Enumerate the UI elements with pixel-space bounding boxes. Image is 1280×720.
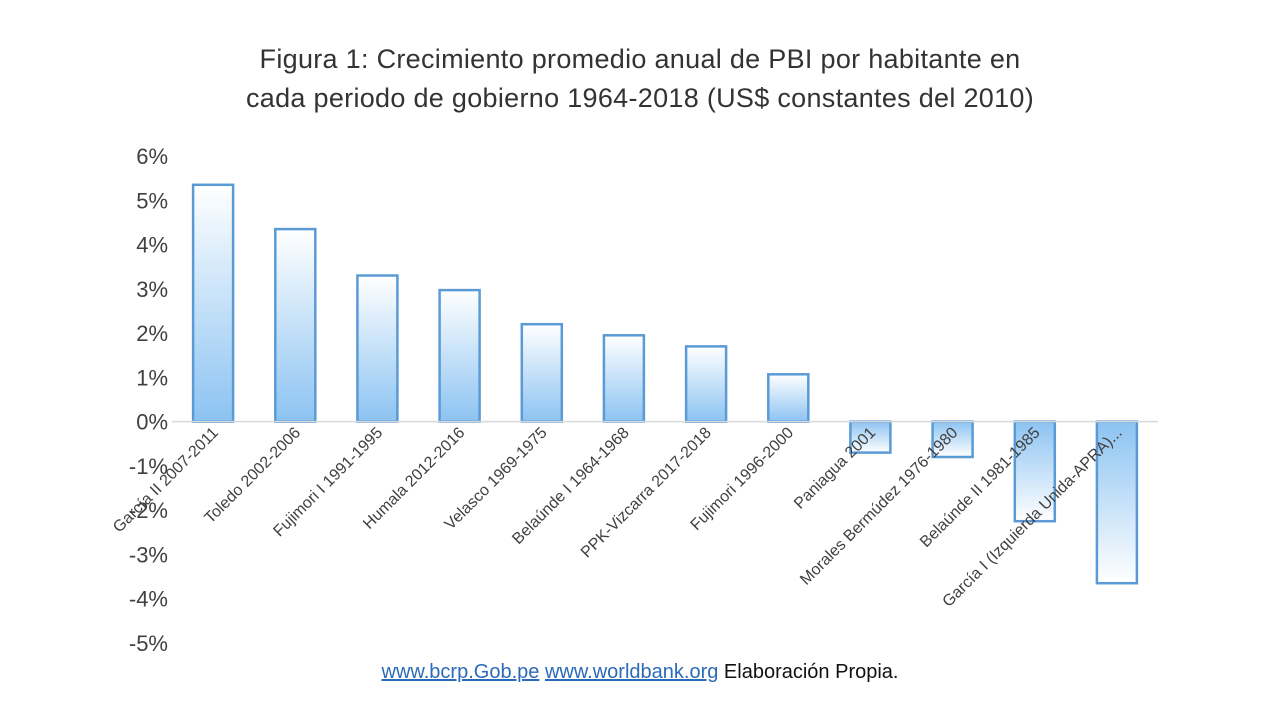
y-tick-label: -1% (129, 454, 168, 479)
chart-title-line-2: cada periodo de gobierno 1964-2018 (US$ … (245, 83, 1035, 113)
y-tick-label: -3% (129, 542, 168, 567)
x-category-label: Paniagua 2001 (791, 424, 879, 512)
y-tick-label: -5% (129, 631, 168, 656)
chart-title-line-1: Figura 1: Crecimiento promedio anual de … (259, 44, 1021, 74)
bar (684, 345, 728, 423)
y-tick-label: 6% (136, 144, 168, 169)
bar (520, 322, 564, 423)
y-tick-label: 3% (136, 277, 168, 302)
y-tick-label: 0% (136, 410, 168, 435)
bars (191, 183, 1139, 585)
source-line: www.bcrp.Gob.pe www.worldbank.org Elabor… (0, 661, 1280, 684)
y-tick-label: -4% (129, 587, 168, 612)
bar (191, 183, 235, 423)
bar (767, 373, 810, 423)
y-tick-label: 4% (136, 233, 168, 258)
y-tick-label: 1% (136, 365, 168, 390)
y-tick-label: 5% (136, 188, 168, 213)
bar (274, 227, 317, 423)
chart-title: Figura 1: Crecimiento promedio anual de … (140, 40, 1140, 118)
bcrp-link[interactable]: www.bcrp.Gob.pe (381, 661, 540, 683)
bar (356, 274, 399, 423)
bar (849, 420, 892, 454)
bar (438, 288, 481, 423)
source-note: Elaboración Propia. (723, 661, 899, 683)
y-axis-ticks: 6% 5% 4% 3% 2% 1% 0% -1% -2% -3% -4% -5% (129, 144, 168, 656)
bar (602, 334, 646, 423)
x-category-label: PPK-Vizcarra 2017-2018 (578, 424, 715, 561)
worldbank-link[interactable]: www.worldbank.org (544, 661, 719, 683)
y-tick-label: 2% (136, 321, 168, 346)
y-tick-label: -2% (129, 498, 168, 523)
